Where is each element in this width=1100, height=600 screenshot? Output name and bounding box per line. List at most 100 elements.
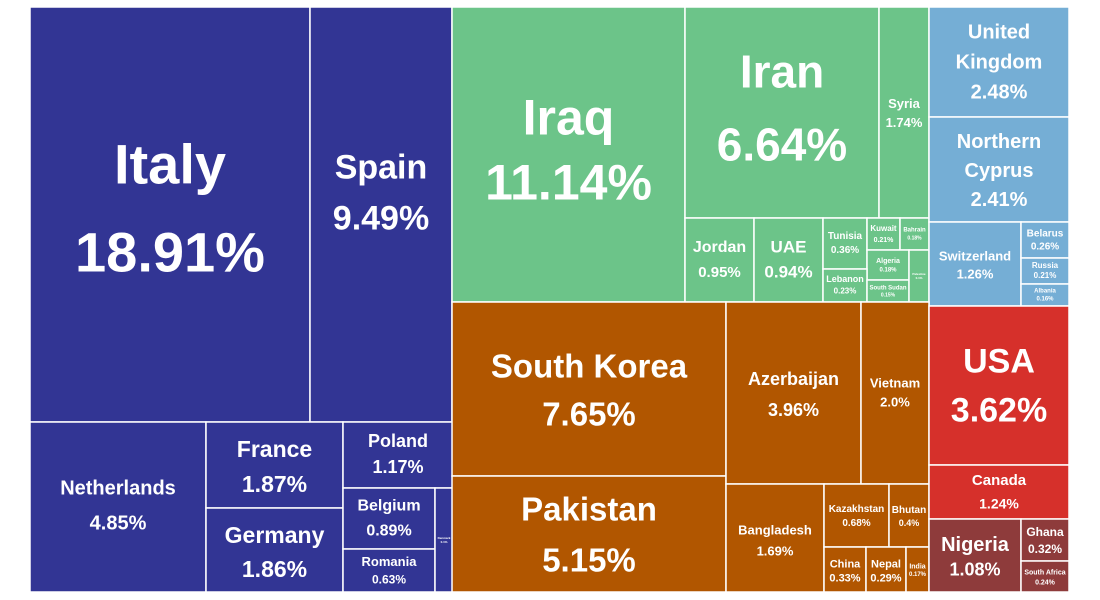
tile-name-china: China — [830, 558, 861, 570]
tile-rect-canada — [928, 464, 1070, 520]
tile-northern-cyprus: Northern Cyprus 2.41% — [928, 116, 1070, 223]
tile-rect-nepal — [865, 546, 907, 593]
tile-name-ghana: Ghana — [1026, 525, 1064, 539]
tile-value-france: 1.87% — [242, 471, 307, 497]
tile-value-northern-cyprus: 2.41% — [971, 189, 1028, 211]
tile-value-south-africa: 0.24% — [1035, 579, 1056, 586]
tile-value-bhutan: 0.4% — [899, 518, 920, 528]
tile-value-tunisia: 0.36% — [831, 245, 859, 256]
tile-vietnam: Vietnam 2.0% — [860, 301, 930, 485]
tile-name-france: France — [237, 436, 312, 462]
tile-name-palestine: Palestine — [912, 272, 926, 276]
tile-rect-germany — [205, 507, 344, 593]
tile-rect-jordan — [684, 217, 755, 303]
tile-kuwait: Kuwait 0.21% — [866, 217, 901, 251]
tile-poland: Poland 1.17% — [342, 421, 454, 489]
tile-value-china: 0.33% — [829, 572, 860, 584]
tile-italy: Italy 18.91% — [29, 6, 311, 423]
tile-belarus: Belarus 0.26% — [1020, 221, 1070, 259]
tile-name-italy: Italy — [114, 132, 226, 195]
tile-name-bahrain: Bahrain — [903, 228, 926, 234]
tile-name-pakistan: Pakistan — [521, 491, 657, 528]
tile-rect-russia — [1020, 257, 1070, 285]
tile-value-syria: 1.74% — [886, 115, 923, 130]
tile-rect-belarus — [1020, 221, 1070, 259]
tile-name-russia: Russia — [1032, 261, 1059, 270]
tile-rect-bangladesh — [725, 483, 825, 593]
tile-name-bhutan: Bhutan — [892, 505, 926, 516]
tile-germany: Germany 1.86% — [205, 507, 344, 593]
tile-tunisia: Tunisia 0.36% — [822, 217, 868, 270]
tile-value-nepal: 0.29% — [870, 572, 901, 584]
tile-united-kingdom: United Kingdom 2.48% — [928, 6, 1070, 118]
tile-rect-spain — [309, 6, 453, 423]
tile-rect-netherlands — [29, 421, 207, 593]
tile-name-romania: Romania — [362, 554, 418, 569]
tile-name-jordan: Jordan — [693, 239, 746, 256]
tile-name-south-sudan: South Sudan — [870, 286, 907, 292]
tile-name-northern-cyprus: Northern — [957, 131, 1041, 153]
tile-rect-united-kingdom — [928, 6, 1070, 118]
tile-rect-tunisia — [822, 217, 868, 270]
tile-rect-azerbaijan — [725, 301, 862, 485]
tile-switzerland: Switzerland 1.26% — [928, 221, 1022, 307]
tile-name-uae: UAE — [771, 237, 807, 256]
tile-name-switzerland: Switzerland — [939, 248, 1011, 263]
tile-rect-uae — [753, 217, 824, 303]
tile-value-jordan: 0.95% — [698, 264, 741, 281]
tile-rect-iraq — [451, 6, 686, 303]
tile-syria: Syria 1.74% — [878, 6, 930, 219]
tile-value-belarus: 0.26% — [1031, 242, 1059, 253]
tile-value-germany: 1.86% — [242, 556, 307, 582]
tile-value-nigeria: 1.08% — [949, 559, 1000, 579]
tile-name-syria: Syria — [888, 96, 921, 111]
tile-rect-vietnam — [860, 301, 930, 485]
tile-rect-bahrain — [899, 217, 930, 251]
tile-value-canada: 1.24% — [979, 496, 1019, 512]
tile-jordan: Jordan 0.95% — [684, 217, 755, 303]
tile-name-albania: Albania — [1034, 289, 1056, 295]
tile-name-netherlands: Netherlands — [60, 477, 176, 499]
tile-name-lebanon: Lebanon — [826, 274, 864, 284]
tile-bhutan: Bhutan 0.4% — [888, 483, 930, 548]
tile-rect-france — [205, 421, 344, 509]
tile-rect-algeria — [866, 249, 910, 281]
tile-value-south-sudan: 0.15% — [881, 292, 896, 298]
tile-value-india: 0.17% — [909, 572, 927, 578]
tile-name-south-africa: South Africa — [1024, 569, 1065, 576]
tile-name-nepal: Nepal — [871, 558, 901, 570]
tile-canada: Canada 1.24% — [928, 464, 1070, 520]
tile-name-united-kingdom: Kingdom — [956, 51, 1043, 73]
tile-iraq: Iraq 11.14% — [451, 6, 686, 303]
tile-name-poland: Poland — [368, 431, 428, 451]
tile-value-belgium: 0.89% — [366, 523, 411, 540]
tile-name-kazakhstan: Kazakhstan — [829, 504, 885, 515]
tile-albania: Albania 0.16% — [1020, 283, 1070, 307]
tile-rect-kazakhstan — [823, 483, 890, 548]
tile-value-algeria: 0.18% — [879, 268, 897, 274]
tile-name-belgium: Belgium — [357, 498, 420, 515]
tile-azerbaijan: Azerbaijan 3.96% — [725, 301, 862, 485]
tile-value-albania: 0.16% — [1036, 297, 1054, 303]
tile-romania: Romania 0.63% — [342, 548, 436, 593]
tile-value-south-korea: 7.65% — [542, 396, 636, 433]
tile-name-bangladesh: Bangladesh — [738, 522, 812, 537]
tile-nepal: Nepal 0.29% — [865, 546, 907, 593]
tile-name-iraq: Iraq — [523, 90, 615, 146]
tile-india: India 0.17% — [905, 546, 930, 593]
tile-name-kuwait: Kuwait — [870, 224, 897, 233]
tile-name-nigeria: Nigeria — [941, 534, 1010, 556]
tile-value-netherlands: 4.85% — [90, 512, 147, 534]
tile-value-italy: 18.91% — [75, 220, 265, 283]
tile-nigeria: Nigeria 1.08% — [928, 518, 1022, 593]
tile-rect-south-korea — [451, 301, 727, 477]
tile-name-algeria: Algeria — [876, 258, 900, 265]
tile-value-bahrain: 0.18% — [907, 235, 922, 241]
tile-ghana: Ghana 0.32% — [1020, 518, 1070, 562]
tile-usa: USA 3.62% — [928, 305, 1070, 466]
tile-value-lebanon: 0.23% — [834, 287, 857, 296]
